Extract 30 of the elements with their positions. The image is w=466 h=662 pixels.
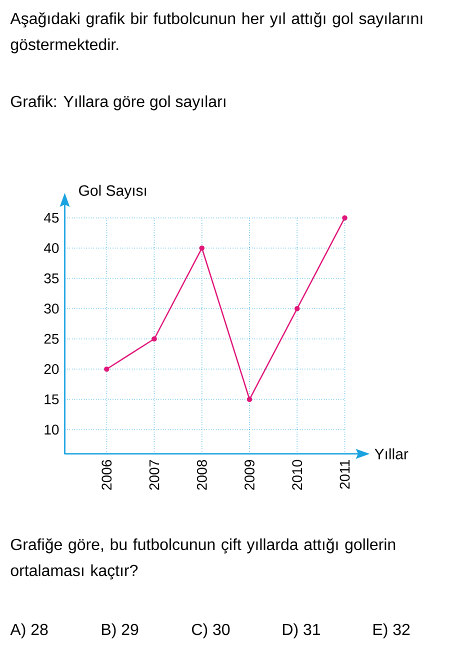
x-tick-label: 2007 bbox=[149, 460, 160, 490]
point bbox=[342, 215, 348, 220]
y-tick-label: 15 bbox=[44, 394, 59, 404]
text: D) 31 bbox=[283, 623, 320, 638]
text: C) 30 bbox=[192, 623, 230, 638]
point bbox=[152, 336, 157, 342]
point bbox=[294, 306, 300, 312]
text: Aşağıdaki grafik bir futbolcunun her yıl attığı gol sayılarını göstermektedir. bbox=[10, 12, 422, 54]
text: E) 32 bbox=[374, 623, 410, 638]
point bbox=[246, 396, 252, 402]
x-tick-label: 2006 bbox=[102, 460, 112, 490]
chart-title: Grafik: Yıllara göre gol sayıları bbox=[11, 95, 226, 110]
x-tick-label: 2010 bbox=[292, 460, 302, 490]
y-axis-title: Gol Sayısı bbox=[79, 184, 146, 199]
x-axis-title: Yıllar bbox=[374, 448, 408, 460]
y-tick-label: 25 bbox=[44, 334, 59, 344]
y-tick-label: 20 bbox=[44, 364, 59, 374]
x-tick-label: 2008 bbox=[196, 460, 207, 490]
y-tick-label: 35 bbox=[44, 273, 59, 284]
y-tick-label: 10 bbox=[44, 424, 59, 435]
point bbox=[104, 366, 110, 372]
y-tick-label: 40 bbox=[44, 243, 59, 254]
text: B) 29 bbox=[102, 623, 138, 638]
point bbox=[199, 245, 205, 251]
text: Grafiğe göre, bu futbolcunun çift yıllarda attığı gollerin ortalaması kaçtır? bbox=[10, 538, 396, 580]
x-tick-label: 2011 bbox=[340, 460, 350, 489]
text: A) 28 bbox=[10, 623, 48, 638]
y-tick-label: 45 bbox=[44, 212, 59, 223]
x-tick-label: 2009 bbox=[244, 460, 254, 490]
y-tick-label: 30 bbox=[44, 304, 59, 314]
